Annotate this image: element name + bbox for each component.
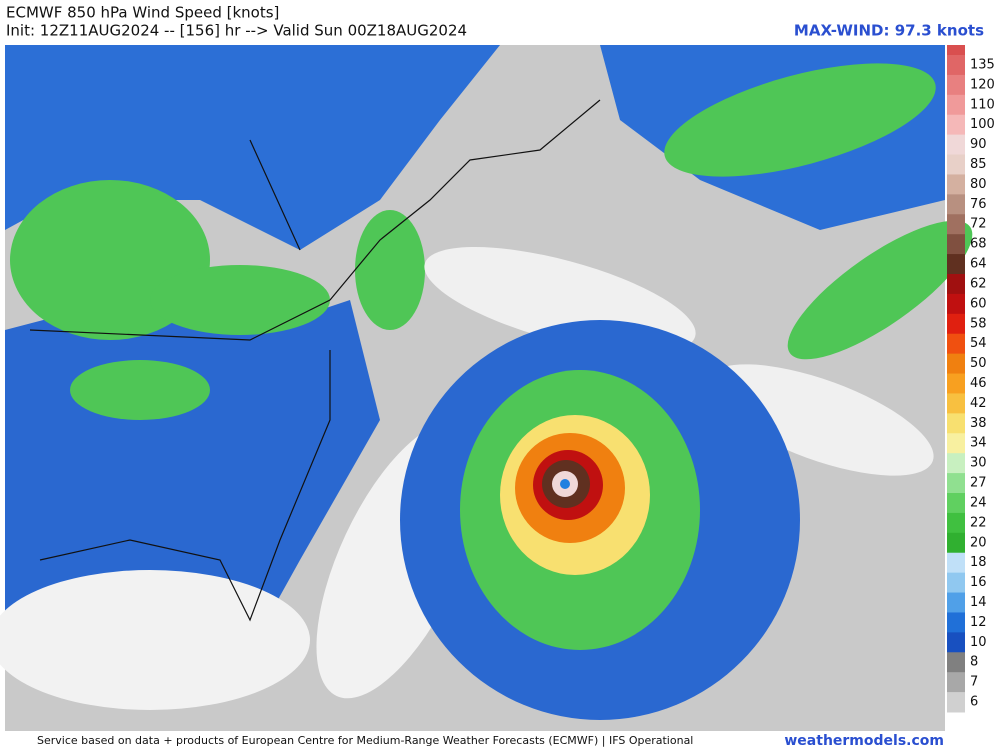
colorbar-swatch	[947, 174, 965, 195]
colorbar-swatch	[947, 134, 965, 156]
site-name: weathermodels.com	[784, 733, 944, 749]
colorbar-label: 90	[970, 137, 987, 152]
colorbar-label: 120	[970, 77, 995, 92]
colorbar-label: 72	[970, 217, 987, 232]
colorbar: 1351201101009085807672686462605854504642…	[947, 45, 995, 713]
colorbar-label: 50	[970, 356, 987, 371]
wind-area	[664, 63, 936, 177]
colorbar-label: 42	[970, 396, 987, 411]
colorbar-label: 14	[970, 595, 987, 610]
colorbar-swatch	[947, 652, 965, 673]
colorbar-swatch	[947, 274, 965, 295]
colorbar-swatch	[947, 512, 965, 534]
colorbar-swatch	[947, 552, 965, 574]
wind-area	[70, 360, 210, 420]
colorbar-label: 20	[970, 535, 987, 550]
colorbar-swatch	[947, 532, 965, 554]
colorbar-label: 8	[970, 655, 978, 670]
colorbar-label: 64	[970, 257, 987, 272]
colorbar-label: 34	[970, 436, 987, 451]
colorbar-swatch	[947, 114, 965, 136]
colorbar-swatch	[947, 632, 965, 653]
colorbar-swatch	[947, 234, 965, 255]
title: ECMWF 850 hPa Wind Speed [knots]	[6, 4, 279, 22]
colorbar-label: 12	[970, 615, 987, 630]
colorbar-label: 110	[970, 97, 995, 112]
colorbar-label: 7	[970, 675, 978, 690]
colorbar-label: 76	[970, 197, 987, 212]
colorbar-swatch	[947, 473, 965, 494]
coastline	[29, 99, 601, 622]
colorbar-swatch	[947, 55, 965, 76]
colorbar-swatch	[947, 373, 965, 394]
colorbar-swatch	[947, 612, 965, 633]
colorbar-swatch	[947, 572, 965, 594]
colorbar-label: 30	[970, 456, 987, 471]
colorbar-label: 38	[970, 416, 987, 431]
colorbar-swatch	[947, 194, 965, 215]
colorbar-label: 62	[970, 276, 987, 291]
colorbar-swatch	[947, 672, 965, 693]
hurricane-eye	[560, 479, 570, 489]
colorbar-label: 58	[970, 316, 987, 331]
map	[0, 45, 973, 731]
colorbar-label: 60	[970, 296, 987, 311]
colorbar-swatch	[947, 45, 965, 55]
colorbar-swatch	[947, 592, 965, 613]
colorbar-label: 18	[970, 555, 987, 570]
colorbar-label: 22	[970, 515, 987, 530]
init-line: Init: 12Z11AUG2024 -- [156] hr --> Valid…	[6, 22, 467, 40]
colorbar-label: 85	[970, 157, 987, 172]
colorbar-label: 27	[970, 476, 987, 491]
colorbar-swatch	[947, 293, 965, 315]
wind-area	[355, 210, 425, 330]
colorbar-label: 10	[970, 635, 987, 650]
colorbar-swatch	[947, 393, 965, 414]
credit: Service based on data + products of Euro…	[37, 734, 693, 747]
max-wind: MAX-WIND: 97.3 knots	[794, 22, 984, 40]
colorbar-swatch	[947, 353, 965, 375]
colorbar-swatch	[947, 692, 965, 713]
colorbar-swatch	[947, 214, 965, 235]
colorbar-label: 100	[970, 117, 995, 132]
calm-area	[0, 570, 310, 710]
colorbar-swatch	[947, 493, 965, 514]
colorbar-swatch	[947, 413, 965, 434]
wind-area	[150, 265, 330, 335]
colorbar-label: 24	[970, 495, 987, 510]
colorbar-swatch	[947, 74, 965, 96]
colorbar-label: 46	[970, 376, 987, 391]
colorbar-swatch	[947, 433, 965, 454]
colorbar-label: 16	[970, 575, 987, 590]
colorbar-swatch	[947, 94, 965, 116]
colorbar-swatch	[947, 453, 965, 474]
colorbar-swatch	[947, 254, 965, 275]
colorbar-swatch	[947, 333, 965, 355]
calm-area	[706, 364, 934, 476]
colorbar-label: 135	[970, 57, 995, 72]
colorbar-label: 54	[970, 336, 987, 351]
wind-area	[787, 220, 973, 360]
colorbar-label: 68	[970, 237, 987, 252]
colorbar-swatch	[947, 313, 965, 335]
colorbar-label: 80	[970, 177, 987, 192]
colorbar-swatch	[947, 154, 965, 175]
colorbar-label: 6	[970, 695, 978, 710]
